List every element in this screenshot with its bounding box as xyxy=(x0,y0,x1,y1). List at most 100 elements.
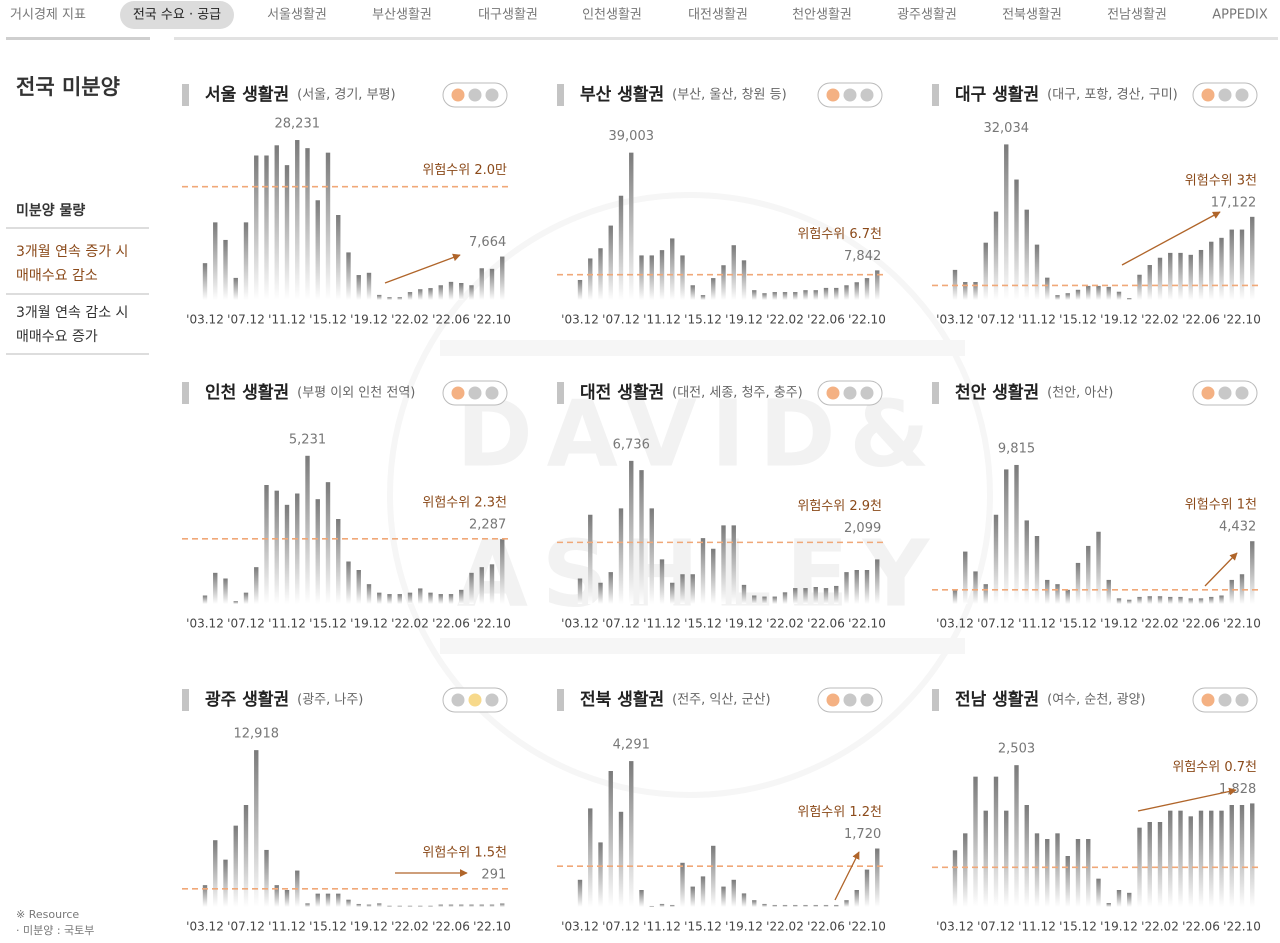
sidebar-item[interactable]: 미분양 물량 xyxy=(16,203,85,219)
bar xyxy=(254,155,259,300)
nav-item[interactable]: 거시경제 지표 xyxy=(10,8,86,23)
x-tick-label: '22.02 xyxy=(391,920,429,934)
bar xyxy=(377,903,382,907)
signal-dot xyxy=(468,386,482,400)
x-tick-label: '19.12 xyxy=(725,617,763,631)
bar xyxy=(325,893,331,907)
bar xyxy=(284,504,290,604)
bar xyxy=(469,904,474,907)
nav-item[interactable]: 전남생활권 xyxy=(1107,8,1167,23)
bar xyxy=(752,290,757,300)
bar xyxy=(1178,596,1183,604)
bar xyxy=(418,588,423,604)
value-label: 17,122 xyxy=(1211,195,1257,210)
nav-item[interactable]: APPEDIX xyxy=(1212,8,1268,23)
bar xyxy=(1157,596,1163,604)
bar xyxy=(823,588,829,604)
bar xyxy=(752,900,757,907)
x-tick-label: '22.02 xyxy=(1141,617,1179,631)
bar xyxy=(690,285,695,300)
bar xyxy=(649,508,654,604)
bar xyxy=(1198,598,1204,604)
signal-dot xyxy=(1201,693,1215,707)
bar xyxy=(690,886,695,907)
bar xyxy=(1127,892,1132,907)
value-label: 12,918 xyxy=(234,727,280,742)
bar xyxy=(356,275,361,300)
x-tick-label: '15.12 xyxy=(309,617,347,631)
bar xyxy=(1250,541,1255,604)
x-tick-label: '22.06 xyxy=(432,920,470,934)
bar xyxy=(459,589,464,604)
bar xyxy=(1024,805,1029,907)
chart-panel: 인천 생활권 (부평 이외 인천 전역) '03.12'07.12'11.12'15… xyxy=(182,380,511,631)
x-tick-label: '07.12 xyxy=(227,920,265,934)
bar xyxy=(254,750,259,907)
nav-underline xyxy=(174,37,1278,40)
bar xyxy=(202,885,208,907)
x-tick-label: '03.12 xyxy=(561,313,599,327)
nav-item[interactable]: 서울생활권 xyxy=(267,8,327,23)
sidebar-title: 전국 미분양 xyxy=(16,75,120,99)
title-marker xyxy=(932,84,939,106)
bar xyxy=(387,297,392,300)
bar xyxy=(803,904,808,907)
nav-item[interactable]: 전국 수요 · 공급 xyxy=(133,8,221,23)
bar xyxy=(721,265,726,300)
x-tick-label: '22.10 xyxy=(848,617,886,631)
bar xyxy=(1014,464,1019,604)
sidebar-item[interactable]: 3개월 연속 증가 시 xyxy=(16,244,128,260)
x-tick-label: '15.12 xyxy=(309,313,347,327)
bar xyxy=(1147,596,1152,604)
nav-item[interactable]: 광주생활권 xyxy=(897,8,957,23)
bar xyxy=(387,905,392,907)
x-tick-label: '22.06 xyxy=(1182,617,1220,631)
bar xyxy=(1014,179,1019,300)
trend-arrow xyxy=(384,253,461,284)
x-tick-label: '19.12 xyxy=(350,313,388,327)
bar xyxy=(1219,237,1224,300)
bar xyxy=(1106,286,1111,300)
bar xyxy=(213,222,218,300)
nav-item[interactable]: 부산생활권 xyxy=(372,8,432,23)
bar xyxy=(1116,598,1122,604)
bar xyxy=(233,825,238,907)
nav-item[interactable]: 천안생활권 xyxy=(792,8,852,23)
sidebar-item[interactable]: 매매수요 증가 xyxy=(16,329,98,345)
x-tick-label: '11.12 xyxy=(268,920,306,934)
bar xyxy=(223,239,228,300)
bar xyxy=(1188,816,1193,907)
chart-title: 전북 생활권 xyxy=(580,689,664,710)
nav-item[interactable]: 인천생활권 xyxy=(582,8,642,23)
bar xyxy=(731,879,736,907)
value-label: 28,231 xyxy=(275,117,321,132)
bar xyxy=(295,140,300,300)
bar xyxy=(1198,249,1204,300)
nav-item[interactable]: 대전생활권 xyxy=(688,8,748,23)
bar xyxy=(336,893,341,907)
bar xyxy=(823,904,829,907)
bar xyxy=(254,567,259,604)
bar xyxy=(223,859,228,907)
bar xyxy=(459,283,464,300)
bar xyxy=(397,905,402,907)
bar xyxy=(489,268,495,300)
x-tick-label: '22.06 xyxy=(1182,313,1220,327)
bar xyxy=(1096,878,1101,907)
bar xyxy=(305,148,310,300)
nav-item[interactable]: 전북생활권 xyxy=(1002,8,1062,23)
bar xyxy=(397,297,402,300)
bar xyxy=(1250,216,1255,300)
bar xyxy=(772,292,777,300)
bar xyxy=(1116,890,1122,907)
sidebar-item[interactable]: 3개월 연속 감소 시 xyxy=(16,305,128,321)
bar xyxy=(1168,596,1173,604)
sidebar-item[interactable]: 매매수요 감소 xyxy=(16,268,98,284)
nav-item[interactable]: 대구생활권 xyxy=(478,8,538,23)
signal-dot xyxy=(860,88,874,102)
bar xyxy=(834,904,839,907)
bar xyxy=(274,490,279,604)
bar xyxy=(608,771,613,907)
bar xyxy=(844,285,849,300)
bar xyxy=(803,588,808,604)
